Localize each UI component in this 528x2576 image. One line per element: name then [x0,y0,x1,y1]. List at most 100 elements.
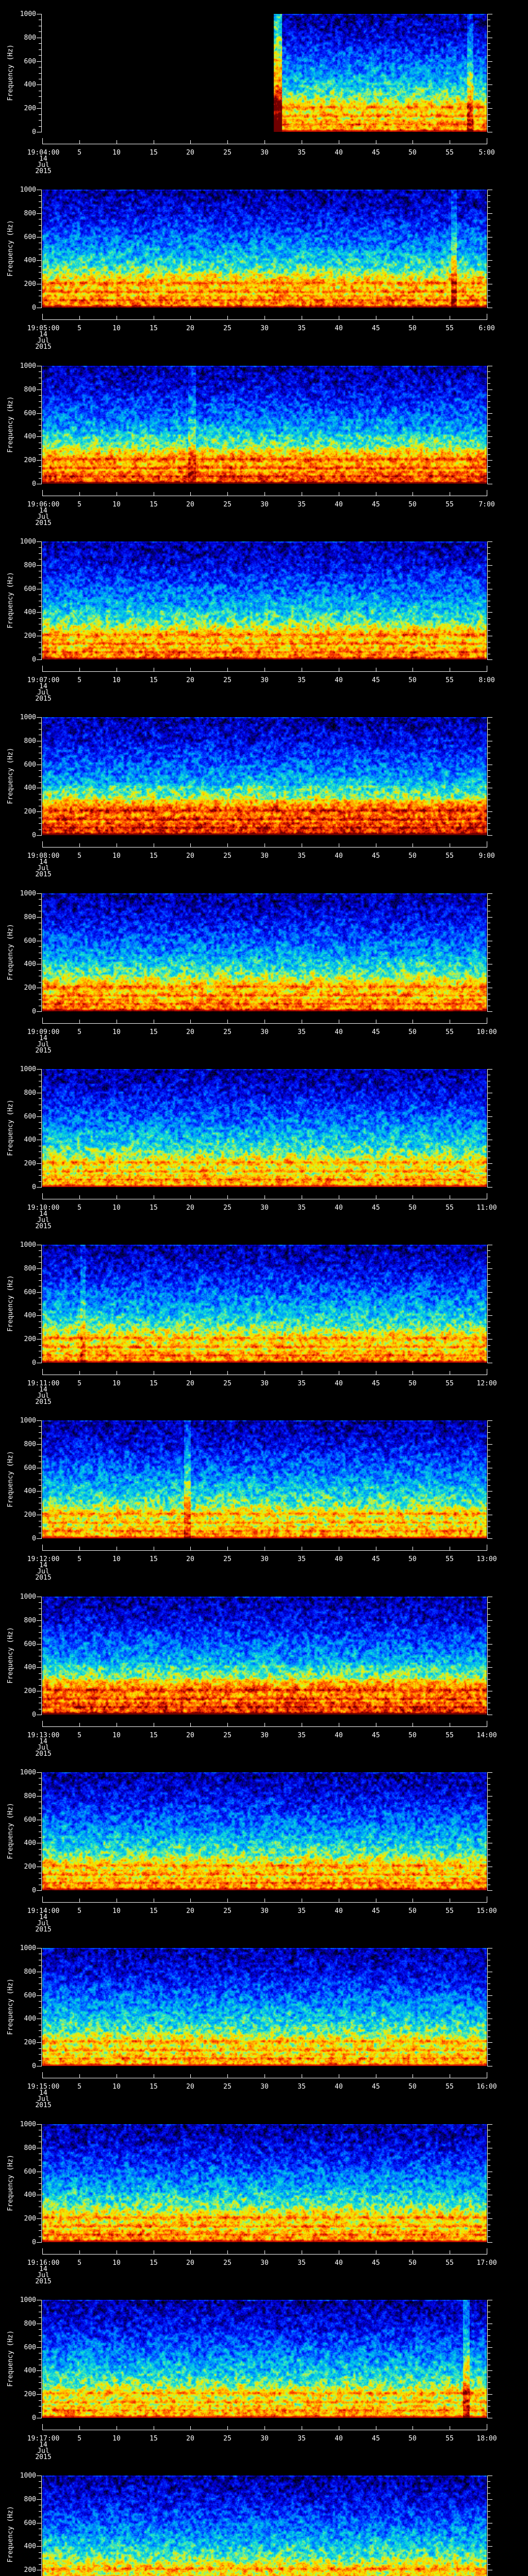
y-tick-mark [39,1151,41,1152]
spectrogram-heatmap [42,717,487,835]
y-tick-mark [488,478,490,479]
date-year: 2015 [35,1926,52,1934]
y-tick-label: 200 [24,1335,36,1343]
x-tick-mark [190,316,191,319]
x-tick-label: 35 [298,1028,306,1036]
date-day: 14 [39,155,47,163]
y-tick-label: 1000 [20,186,36,194]
y-tick-mark [39,1327,41,1328]
y-tick-label: 0 [32,128,36,136]
y-tick-mark [39,1685,41,1686]
spectrogram-heatmap [42,14,487,132]
y-tick-mark [39,1250,41,1251]
y-tick-mark [488,577,490,578]
y-tick-mark [39,1122,41,1123]
x-tick-mark [190,2250,191,2254]
x-tick-label: 10 [112,1380,121,1387]
y-tick-mark [488,290,490,291]
x-tick-label: 55 [446,325,454,332]
x-tick-label: 55 [446,501,454,509]
x-tick-label: 5 [77,2259,81,2267]
x-tick-mark [42,2072,43,2078]
x-tick-label: 55 [446,1555,454,1563]
x-tick-mark [412,1020,413,1023]
x-tick-label: 40 [335,325,343,332]
y-tick-mark [37,1796,41,1797]
x-tick-label: 5 [77,1204,81,1212]
x-tick-label: 50 [408,1380,417,1387]
x-tick-label: 20 [186,1907,194,1915]
y-tick-label: 200 [24,808,36,816]
y-tick-mark [488,1989,490,1990]
x-tick-label: 40 [335,1028,343,1036]
y-tick-label: 800 [24,2144,36,2152]
spectrogram-heatmap [42,1772,487,1890]
y-tick-mark [488,2540,490,2541]
x-tick-label: 10 [112,501,121,509]
y-tick-mark [39,278,41,279]
y-tick-mark [39,2136,41,2137]
y-tick-label: 400 [24,784,36,792]
y-tick-mark [488,466,490,467]
y-tick-mark [488,905,490,906]
x-tick-label: 30 [260,1028,269,1036]
y-tick-label: 800 [24,1089,36,1097]
y-tick-mark [488,2189,490,2190]
x-tick-label: 50 [408,149,417,157]
x-tick-mark [190,1547,191,1550]
y-tick-mark [39,2400,41,2401]
x-tick-label: 25 [223,852,232,860]
y-tick-mark [488,1345,490,1346]
x-tick-label: 25 [223,501,232,509]
x-tick-label: 25 [223,2259,232,2267]
x-tick-mark [190,492,191,496]
y-tick-mark [488,1110,490,1111]
x-tick-label: 20 [186,1028,194,1036]
y-tick-mark [39,383,41,384]
y-tick-mark [488,1796,492,1797]
y-tick-label: 200 [24,984,36,992]
y-tick-mark [39,195,41,196]
y-tick-mark [488,2359,490,2360]
y-tick-label: 200 [24,1687,36,1695]
y-tick-mark [37,1772,41,1773]
y-tick-mark [488,1837,490,1838]
y-tick-mark [488,823,490,824]
y-tick-label: 200 [24,2215,36,2223]
y-tick-label: 0 [32,2239,36,2246]
y-tick-mark [488,776,490,777]
y-tick-mark [39,1614,41,1615]
y-tick-mark [488,1673,490,1674]
end-time-label: 18:00 [476,2435,497,2443]
y-tick-mark [39,1849,41,1850]
y-tick-mark [39,2540,41,2541]
y-tick-mark [39,1837,41,1838]
x-tick-label: 15 [150,2259,158,2267]
y-tick-mark [488,201,490,202]
x-tick-label: 45 [372,1907,380,1915]
y-tick-label: 200 [24,632,36,640]
y-tick-mark [37,917,41,918]
x-tick-label: 15 [150,149,158,157]
x-tick-label: 5 [77,149,81,157]
x-tick-label: 15 [150,501,158,509]
y-tick-label: 1000 [20,1065,36,1073]
x-tick-mark [79,1899,80,1902]
y-tick-mark [488,1011,492,1012]
y-tick-mark [488,1175,490,1176]
x-tick-mark [412,1195,413,1199]
y-tick-mark [488,811,492,812]
x-tick-label: 50 [408,325,417,332]
y-tick-mark [39,999,41,1000]
y-axis-line [41,1245,42,1363]
y-tick-mark [488,1151,490,1152]
end-time-label: 12:00 [476,1380,497,1387]
x-tick-label: 50 [408,1555,417,1563]
y-tick-mark [39,2359,41,2360]
x-tick-label: 30 [260,852,269,860]
